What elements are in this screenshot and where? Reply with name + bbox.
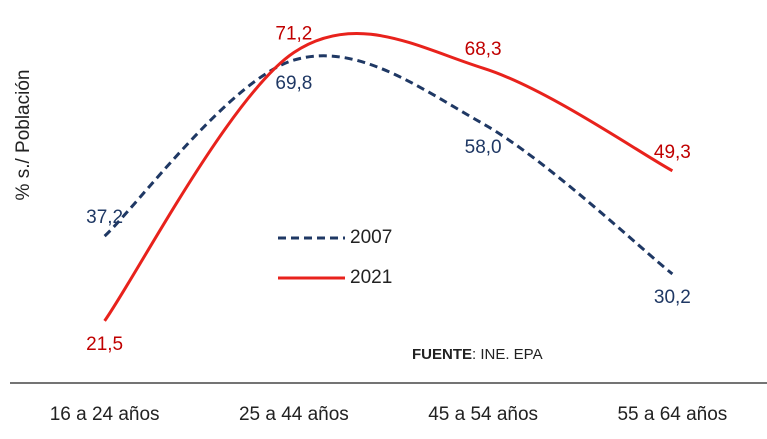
- source-note: FUENTE: INE. EPA: [412, 346, 543, 363]
- data-label: 37,2: [86, 207, 123, 228]
- data-label: 30,2: [654, 287, 691, 308]
- x-tick-label: 45 a 54 años: [428, 404, 538, 425]
- x-tick-label: 25 a 44 años: [239, 404, 349, 425]
- data-label: 69,8: [275, 73, 312, 94]
- series-line: [103, 54, 674, 276]
- series-line: [103, 31, 674, 322]
- data-label: 49,3: [654, 142, 691, 163]
- source-label: FUENTE: [412, 346, 472, 363]
- x-tick-label: 16 a 24 años: [50, 404, 160, 425]
- legend-label: 2007: [350, 227, 392, 248]
- source-text: : INE. EPA: [472, 346, 543, 363]
- data-label: 58,0: [465, 137, 502, 158]
- data-label: 21,5: [86, 334, 123, 355]
- data-label: 71,2: [275, 24, 312, 45]
- x-tick-label: 55 a 64 años: [617, 404, 727, 425]
- y-axis-label: % s./ Población: [13, 70, 34, 201]
- legend-label: 2021: [350, 267, 392, 288]
- data-label: 68,3: [465, 39, 502, 60]
